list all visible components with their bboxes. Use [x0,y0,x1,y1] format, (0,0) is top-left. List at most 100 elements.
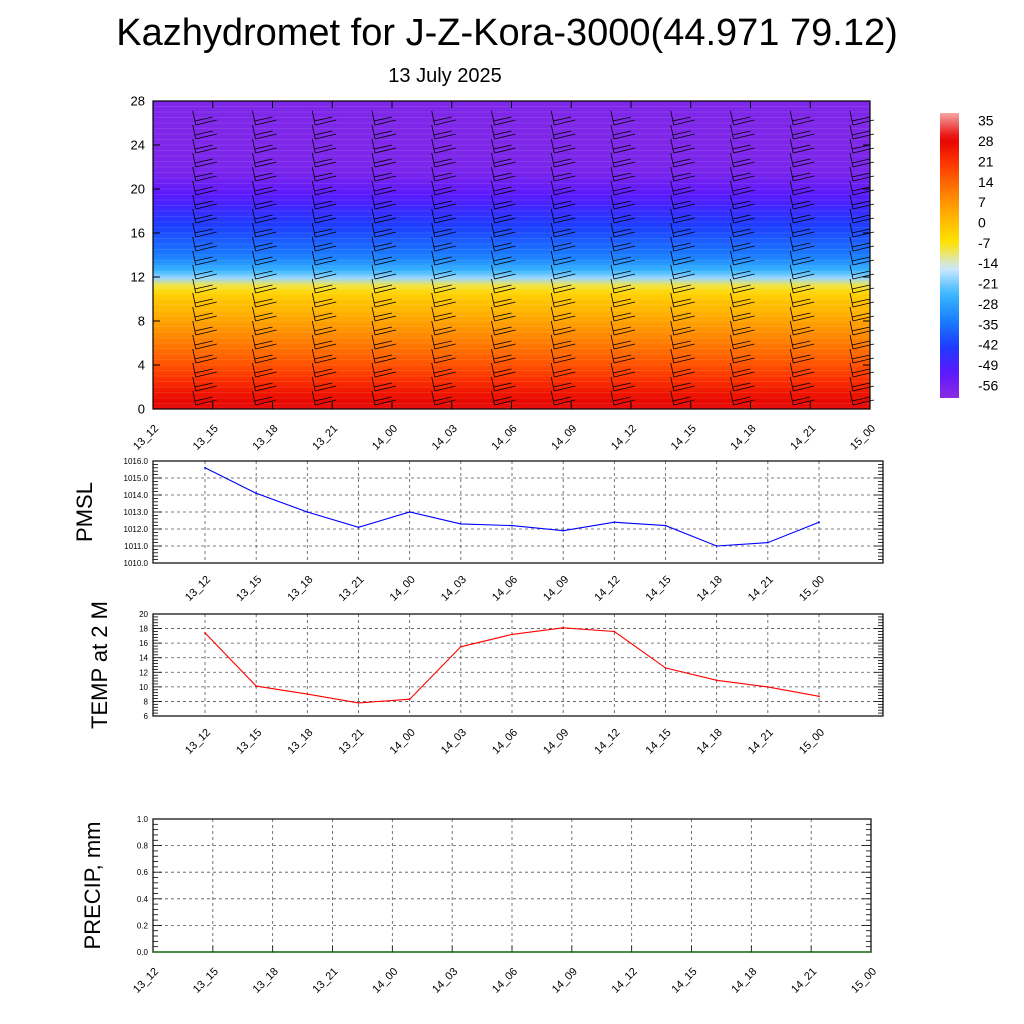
wind-barb-staff [789,348,794,364]
wind-barb-flag [792,326,811,332]
wind-barb [670,250,695,266]
x-tick-label: 13_15 [191,423,221,453]
wind-barb-flag [433,396,452,402]
wind-barb-flag [673,301,695,308]
wind-barb-flag [554,329,576,336]
wind-barb-flag [554,343,576,350]
wind-barb-staff [192,208,197,224]
wind-barb-flag [553,158,572,164]
wind-barb [550,306,576,322]
wind-barb-flag [314,130,333,136]
wind-barb [311,292,337,308]
wind-barb-staff [311,194,316,210]
wind-barb [610,376,636,392]
wind-barb-flag [373,172,393,178]
wind-barb-flag [793,399,815,406]
wind-barb-staff [849,152,854,168]
wind-barb-flag [733,357,755,364]
wind-barb [550,180,576,196]
wind-barb [311,180,337,196]
wind-barb-staff [670,390,675,406]
wind-barb [670,278,695,294]
wind-barb [311,362,337,378]
colorbar-label: -49 [978,357,998,373]
wind-barb-flag [254,144,273,150]
wind-barb [491,320,516,336]
wind-barb-staff [431,194,436,210]
colorbar-label: -42 [978,337,998,353]
wind-barb-flag [554,315,576,322]
wind-barb-flag [553,298,572,304]
wind-barb-flag [732,284,751,290]
wind-barb-staff [789,194,794,210]
data-point [511,633,513,636]
wind-barb-staff [550,348,555,364]
wind-barb-flag [434,203,456,210]
wind-barb-flag [554,385,576,392]
wind-barb-flag [494,231,516,238]
wind-barb-flag [315,175,337,182]
x-tick-label: 14_12 [592,727,622,757]
data-point [870,951,872,953]
y-tick-label: 20 [139,610,148,619]
wind-barb [192,180,217,196]
wind-barb-staff [730,250,734,266]
wind-barb-flag [553,144,572,150]
wind-barb [371,376,397,392]
data-point [357,701,360,704]
wind-barb-staff [311,208,316,224]
wind-barb [311,236,337,252]
wind-barb [610,250,636,266]
chart-title: Kazhydromet for J-Z-Kora-3000(44.971 79.… [116,12,898,54]
wind-barb-flag [613,399,636,406]
wind-barb [192,264,217,280]
wind-barb-flag [493,158,512,164]
wind-barb-flag [732,242,751,248]
wind-barb-flag [374,357,397,364]
wind-barb-staff [252,334,256,350]
wind-barb-staff [849,278,854,294]
wind-barb-flag [554,119,576,126]
wind-barb-staff [192,124,197,140]
x-tick-label: 14_00 [388,574,418,604]
wind-barb-flag [493,354,512,360]
wind-barb-staff [491,222,495,238]
wind-barb [789,348,815,364]
wind-barb-flag [613,273,636,280]
wind-barb-flag [255,203,277,210]
wind-barb-flag [254,256,273,262]
wind-barb-staff [849,306,854,322]
wind-barb [252,208,277,224]
wind-barb-flag [374,161,397,168]
wind-barb-flag [733,245,755,252]
wind-barb-flag [732,214,751,220]
data-point [562,529,565,532]
colorbar-label: 7 [978,194,986,210]
wind-barb [431,124,456,140]
wind-barb [431,278,456,294]
wind-barb-flag [613,371,636,378]
wind-barb-staff [252,362,256,378]
wind-barb [550,362,576,378]
wind-barb-flag [254,382,273,388]
wind-barb [610,264,636,280]
wind-barb-flag [673,287,695,294]
wind-barb-flag [612,130,632,136]
wind-barb-flag [732,368,751,374]
wind-barb [431,376,456,392]
data-point [766,685,769,688]
wind-barb-staff [371,180,376,196]
wind-barb-flag [433,158,452,164]
wind-barb-flag [792,382,811,388]
wind-barb-flag [553,312,572,318]
wind-barb [789,110,815,126]
wind-barb-staff [550,194,555,210]
wind-barb-staff [491,264,495,280]
wind-barb [491,208,516,224]
wind-barb-flag [314,368,333,374]
wind-barb [431,334,456,350]
wind-barb-staff [431,362,436,378]
wind-barb-flag [493,186,512,192]
wind-barb [252,180,277,196]
wind-barb [730,320,755,336]
